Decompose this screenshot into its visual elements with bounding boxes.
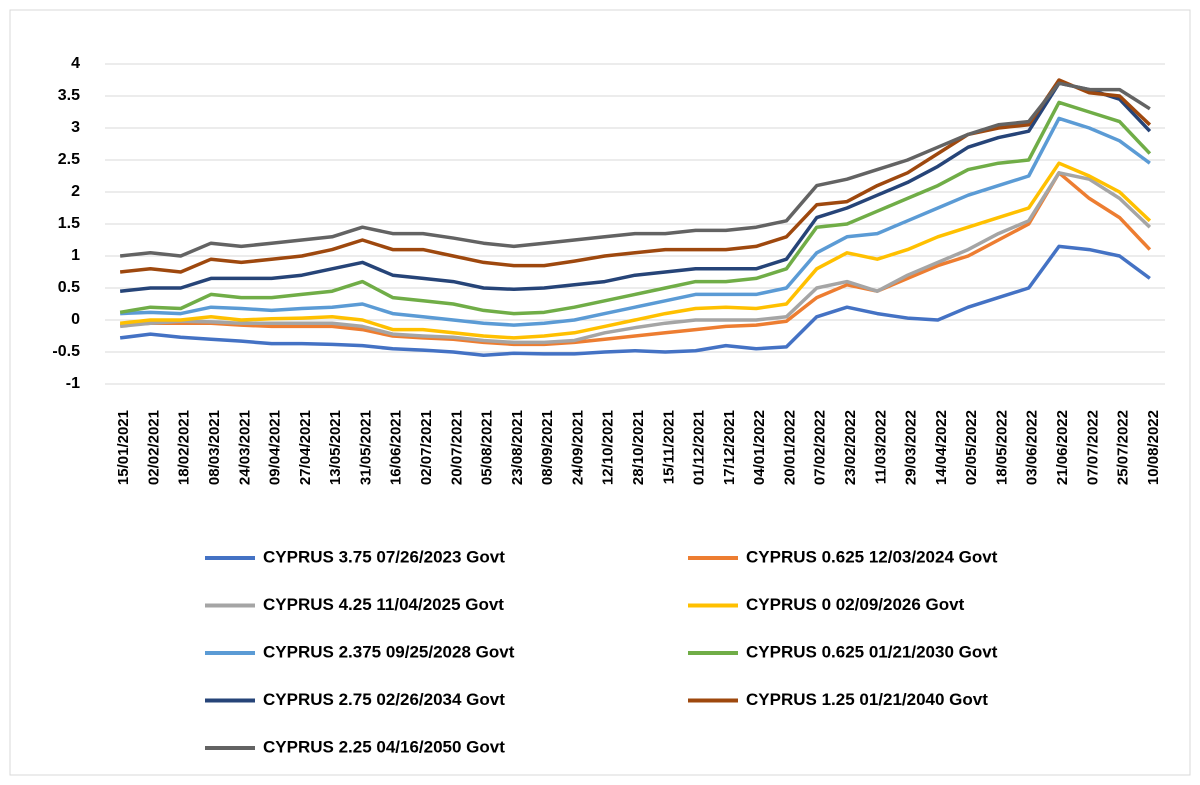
x-tick-label: 07/07/2022	[1084, 410, 1101, 485]
x-tick-label: 14/04/2022	[933, 410, 950, 485]
y-tick-label: -0.5	[52, 343, 80, 360]
x-tick-label: 03/06/2022	[1024, 410, 1041, 485]
x-tick-label: 04/01/2022	[751, 410, 768, 485]
y-tick-label: 1	[71, 247, 80, 264]
x-tick-label: 01/12/2021	[691, 410, 708, 485]
legend-label: CYPRUS 3.75 07/26/2023 Govt	[263, 547, 505, 566]
x-tick-label: 18/02/2021	[176, 410, 193, 485]
x-tick-label: 29/03/2022	[903, 410, 920, 485]
x-tick-label: 17/12/2021	[721, 410, 738, 485]
x-tick-label: 02/07/2021	[418, 410, 435, 485]
x-tick-label: 13/05/2021	[327, 410, 344, 485]
x-tick-label: 07/02/2022	[812, 410, 829, 485]
legend-label: CYPRUS 0 02/09/2026 Govt	[746, 595, 965, 614]
x-tick-label: 05/08/2021	[479, 410, 496, 485]
x-tick-label: 08/09/2021	[539, 410, 556, 485]
x-tick-label: 02/02/2021	[145, 410, 162, 485]
x-tick-label: 09/04/2021	[267, 410, 284, 485]
series-line	[119, 161, 1152, 340]
x-tick-label: 10/08/2022	[1145, 410, 1162, 485]
legend-label: CYPRUS 2.375 09/25/2028 Govt	[263, 642, 515, 661]
legend-label: CYPRUS 2.75 02/26/2034 Govt	[263, 690, 505, 709]
x-tick-label: 12/10/2021	[600, 410, 617, 485]
y-tick-label: 3	[71, 119, 80, 136]
x-tick-label: 31/05/2021	[357, 410, 374, 485]
x-tick-label: 25/07/2022	[1115, 410, 1132, 485]
y-tick-label: 2.5	[58, 151, 80, 168]
x-tick-label: 02/05/2022	[963, 410, 980, 485]
x-tick-label: 11/03/2022	[872, 410, 889, 484]
x-tick-label: 20/01/2022	[781, 410, 798, 485]
x-tick-label: 20/07/2021	[448, 410, 465, 485]
legend-label: CYPRUS 0.625 12/03/2024 Govt	[746, 547, 998, 566]
y-tick-label: 0.5	[58, 279, 80, 296]
x-tick-label: 18/05/2022	[993, 410, 1010, 485]
x-tick-label: 16/06/2021	[388, 410, 405, 485]
legend-label: CYPRUS 2.25 04/16/2050 Govt	[263, 737, 505, 756]
x-tick-label: 23/02/2022	[842, 410, 859, 485]
y-tick-label: -1	[66, 375, 80, 392]
x-tick-label: 21/06/2022	[1054, 410, 1071, 485]
x-tick-label: 27/04/2021	[297, 410, 314, 485]
x-tick-label: 08/03/2021	[206, 410, 223, 485]
series-line	[119, 171, 1152, 345]
y-tick-label: 3.5	[58, 87, 80, 104]
x-tick-label: 24/09/2021	[569, 410, 586, 485]
legend-label: CYPRUS 1.25 01/21/2040 Govt	[746, 690, 988, 709]
legend-label: CYPRUS 0.625 01/21/2030 Govt	[746, 642, 998, 661]
series-line	[120, 116, 1151, 327]
x-tick-label: 23/08/2021	[509, 410, 526, 485]
x-tick-label: 15/01/2021	[115, 410, 132, 485]
series-line	[120, 171, 1152, 347]
x-tick-label: 28/10/2021	[630, 410, 647, 485]
y-tick-label: 0	[71, 311, 80, 328]
x-tick-label: 24/03/2021	[236, 410, 253, 485]
y-tick-label: 2	[71, 183, 80, 200]
series-line	[119, 81, 1152, 293]
y-tick-label: 1.5	[58, 215, 80, 232]
series-line	[119, 100, 1152, 316]
series-line	[119, 244, 1151, 357]
x-tick-label: 15/11/2021	[660, 410, 677, 484]
legend-label: CYPRUS 4.25 11/04/2025 Govt	[263, 595, 504, 614]
series-line	[119, 81, 1151, 258]
y-tick-label: 4	[71, 55, 80, 72]
